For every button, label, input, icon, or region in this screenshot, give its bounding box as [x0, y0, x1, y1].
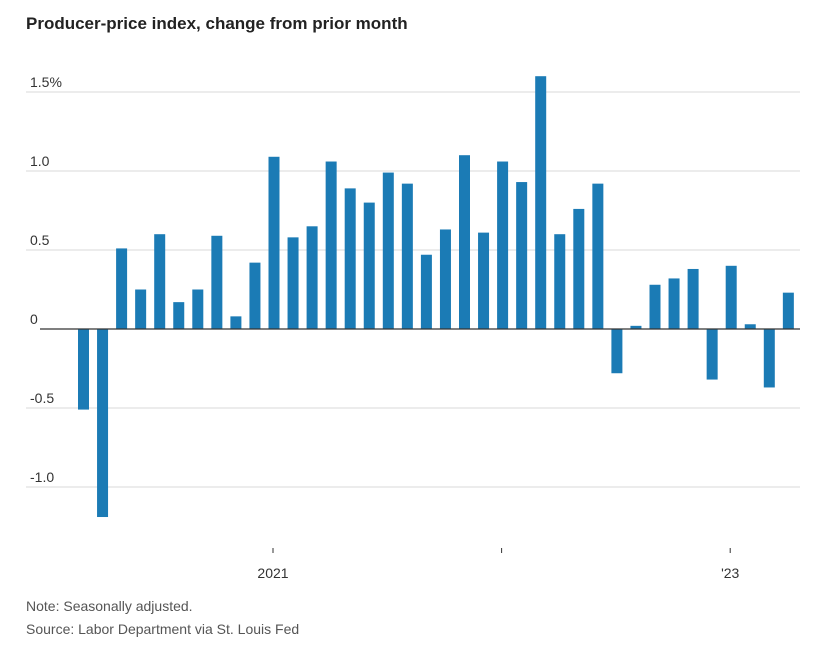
bar-2022-05 — [573, 208, 585, 329]
y-tick-label: 0 — [30, 311, 38, 327]
chart-title: Producer-price index, change from prior … — [26, 14, 408, 33]
bar-2021-04 — [325, 161, 337, 329]
x-tick-label: 2021 — [257, 565, 288, 581]
bar-2021-10 — [439, 229, 451, 329]
x-axis: 2021 '23 — [40, 328, 800, 581]
bar-2022-09 — [649, 284, 661, 329]
footnote: Note: Seasonally adjusted. — [26, 598, 193, 614]
y-tick-label: 1.0 — [30, 153, 50, 169]
bar-2020-09 — [192, 289, 204, 329]
bar-2021-07 — [382, 172, 394, 329]
bar-2020-11 — [230, 316, 242, 329]
x-tick-label: '23 — [721, 565, 739, 581]
bar-2023-03 — [763, 329, 775, 388]
bar-2020-06 — [135, 289, 147, 329]
bar-2020-10 — [211, 235, 223, 329]
bar-2021-12 — [478, 232, 490, 329]
bar-2023-01 — [725, 265, 737, 329]
bar-2020-12 — [249, 262, 261, 329]
bar-2022-06 — [592, 183, 604, 329]
bar-2021-08 — [401, 183, 413, 329]
bar-2022-03 — [535, 76, 547, 329]
y-tick-label: -1.0 — [30, 469, 54, 485]
bar-2020-04 — [97, 329, 109, 518]
bar-2022-02 — [516, 182, 528, 329]
bars — [78, 76, 794, 518]
bar-2023-02 — [744, 324, 756, 329]
y-tick-label: 0.5 — [30, 232, 50, 248]
bar-2022-01 — [497, 161, 509, 329]
bar-2021-05 — [344, 188, 356, 329]
bar-2022-10 — [668, 278, 680, 329]
y-axis-labels: 1.5% 1.0 0.5 0 -0.5 -1.0 — [30, 74, 62, 485]
bar-2021-03 — [306, 226, 318, 329]
bar-2022-12 — [706, 329, 718, 380]
bar-2021-02 — [287, 237, 299, 329]
bar-2022-04 — [554, 234, 566, 329]
gridlines — [26, 91, 800, 488]
bar-2021-09 — [420, 254, 432, 329]
bar-2020-05 — [116, 248, 128, 329]
y-tick-label: 1.5% — [30, 74, 62, 90]
bar-2022-07 — [611, 329, 623, 374]
bar-chart: 1.5% 1.0 0.5 0 -0.5 -1.0 2021 '23 — [26, 74, 800, 581]
bar-2021-01 — [268, 156, 280, 329]
bar-2023-04 — [782, 292, 794, 329]
y-tick-label: -0.5 — [30, 390, 54, 406]
bar-2020-08 — [173, 302, 185, 329]
bar-2020-03 — [78, 329, 89, 410]
bar-2022-11 — [687, 268, 699, 329]
source-note: Source: Labor Department via St. Louis F… — [26, 621, 300, 637]
bar-2020-07 — [154, 234, 166, 329]
bar-2021-11 — [459, 155, 470, 329]
bar-2022-08 — [630, 325, 642, 329]
bar-2021-06 — [363, 202, 375, 329]
